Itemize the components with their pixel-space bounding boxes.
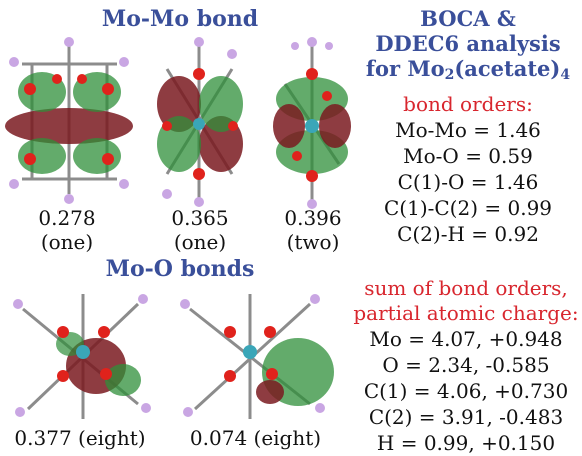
mo-mo-caption-2: 0.365 (one) — [145, 206, 255, 254]
bond-order-item: C(1)-C(2) = 0.99 — [383, 196, 553, 220]
mo-o-title: Mo-O bonds — [105, 256, 255, 282]
orbital-value: 0.365 — [171, 206, 229, 230]
analysis-title: BOCA & DDEC6 analysis for Mo2(acetate)4 — [354, 6, 582, 88]
orbital-count: (one) — [173, 230, 227, 254]
bond-orders-list: Mo-Mo = 1.46 Mo-O = 0.59 C(1)-O = 1.46 C… — [354, 117, 582, 247]
bond-order-item: C(1)-O = 1.46 — [397, 170, 539, 194]
bond-orders-label: bond orders: — [403, 92, 533, 116]
analysis-title-line2: DDEC6 analysis — [375, 31, 561, 56]
mo-mo-title: Mo-Mo bond — [101, 6, 259, 32]
mo-o-caption-1: 0.377 (eight) — [14, 426, 146, 450]
mo-mo-orbital-image-1 — [5, 37, 133, 204]
orbital-count: (one) — [40, 230, 94, 254]
bond-order-item: C(2)-H = 0.92 — [397, 222, 539, 246]
orbital-count: (two) — [286, 230, 340, 254]
analysis-title-line1: BOCA & — [420, 6, 516, 31]
orbital-value: 0.396 — [284, 206, 342, 230]
sum-label-line2: partial atomic charge: — [353, 301, 579, 325]
atom-item: Mo = 4.07, +0.948 — [369, 327, 563, 351]
mo-mo-orbital-image-3 — [273, 37, 351, 209]
mo-mo-caption-3: 0.396 (two) — [258, 206, 368, 254]
mo-mo-caption-1: 0.278 (one) — [12, 206, 122, 254]
sum-label-line1: sum of bond orders, — [364, 276, 568, 300]
atom-item: C(1) = 4.06, +0.730 — [363, 379, 569, 403]
sum-label: sum of bond orders, partial atomic charg… — [350, 276, 582, 326]
mo-o-orbital-image-2 — [180, 294, 334, 419]
bond-order-item: Mo-O = 0.59 — [403, 144, 533, 168]
atom-list: Mo = 4.07, +0.948 O = 2.34, -0.585 C(1) … — [350, 326, 582, 456]
bond-order-item: Mo-Mo = 1.46 — [395, 118, 541, 142]
atom-item: C(2) = 3.91, -0.483 — [368, 405, 564, 429]
atom-item: O = 2.34, -0.585 — [382, 353, 550, 377]
mo-mo-orbital-image-2 — [157, 37, 243, 207]
analysis-title-line3: for Mo2(acetate)4 — [365, 56, 571, 83]
mo-o-caption-2: 0.074 (eight) — [189, 426, 322, 450]
mo-o-orbital-image-1 — [13, 294, 151, 419]
atom-item: H = 0.99, +0.150 — [376, 431, 556, 455]
orbital-value: 0.278 — [38, 206, 96, 230]
